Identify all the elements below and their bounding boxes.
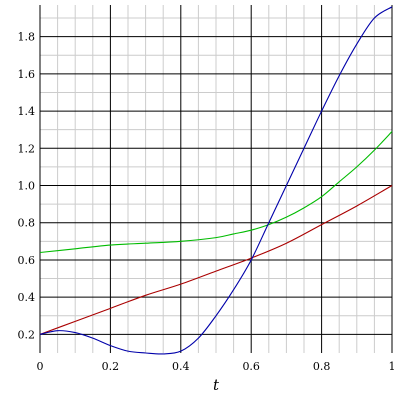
y-tick-label-7: 1.6 — [18, 68, 36, 81]
x-tick-label-0: 0 — [37, 360, 44, 373]
x-tick-label-5: 1 — [389, 360, 396, 373]
y-tick-label-6: 1.4 — [18, 105, 36, 118]
y-tick-label-2: 0.6 — [18, 254, 36, 267]
x-tick-label-1: 0.2 — [102, 360, 120, 373]
y-tick-label-1: 0.4 — [18, 291, 36, 304]
y-tick-label-0: 0.2 — [18, 328, 36, 341]
series-line-0 — [39, 185, 393, 335]
y-tick-label-4: 1.0 — [18, 180, 36, 193]
major-gridlines — [39, 5, 393, 353]
x-axis-title: t — [213, 376, 220, 394]
minor-gridlines — [40, 5, 392, 353]
y-tick-label-5: 1.2 — [18, 142, 36, 155]
x-tick-label-4: 0.8 — [313, 360, 331, 373]
y-tick-label-8: 1.8 — [18, 31, 36, 44]
x-tick-label-3: 0.6 — [242, 360, 260, 373]
series-line-1 — [39, 131, 393, 254]
tick-labels: 0 0.2 0.4 0.6 0.8 1 0.2 0.4 0.6 0.8 1.0 1.2 1.4 1.6 1.… — [18, 31, 396, 373]
y-tick-label-3: 0.8 — [18, 217, 36, 230]
series-line-2 — [39, 6, 393, 355]
series-layer — [39, 6, 393, 355]
x-tick-label-2: 0.4 — [172, 360, 190, 373]
